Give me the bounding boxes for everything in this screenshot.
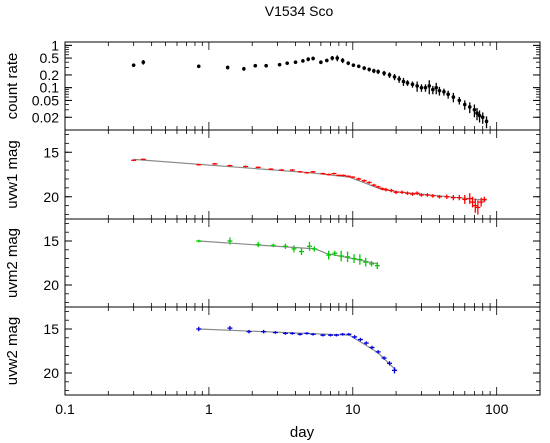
data-point <box>467 105 472 109</box>
data-point <box>141 60 146 64</box>
data-point <box>431 87 435 92</box>
data-point <box>376 69 380 74</box>
panel-3: 15 20 uvm2 mag <box>4 218 541 308</box>
data-point <box>451 95 456 99</box>
y-tick-label: 0.05 <box>32 92 59 108</box>
data-point <box>372 69 376 73</box>
data-point <box>475 111 479 115</box>
data-point <box>392 75 397 79</box>
y-tick-label: 20 <box>43 365 59 381</box>
panel-frame <box>64 41 541 131</box>
data-point <box>419 85 424 90</box>
data-point <box>401 79 406 84</box>
data-point <box>225 65 230 70</box>
data-point <box>351 63 356 67</box>
x-tick-label: 0.1 <box>55 401 75 417</box>
data-point <box>446 92 450 97</box>
data-point <box>387 73 392 77</box>
panel-frame <box>64 306 541 396</box>
data-point <box>301 59 305 63</box>
panel-frame <box>64 218 541 308</box>
fit-line <box>133 158 487 201</box>
data-point <box>423 85 428 90</box>
panel-1: 10.50.20.10.050.02 count rate <box>4 37 541 131</box>
data-point <box>457 98 462 103</box>
data-point <box>335 56 340 60</box>
data-point <box>484 119 489 124</box>
data-point <box>346 61 351 65</box>
panel-2: 15 20 uvw1 mag <box>4 129 541 220</box>
data-point <box>293 60 298 64</box>
data-point <box>311 56 315 61</box>
y-tick-label: 20 <box>43 277 59 293</box>
data-point <box>330 56 335 60</box>
y-tick-label: 0.5 <box>40 50 60 66</box>
chart-title: V1534 Sco <box>265 3 334 19</box>
data-point <box>405 81 410 85</box>
x-tick-label: 10 <box>345 401 361 417</box>
data-point <box>277 62 282 67</box>
data-point <box>356 64 361 69</box>
data-point <box>196 64 201 69</box>
data-point <box>472 108 477 112</box>
data-point <box>367 67 371 72</box>
y-tick-label: 15 <box>43 233 59 249</box>
y-axis-label: uvm2 mag <box>4 228 21 298</box>
y-tick-label: 0.2 <box>40 67 60 83</box>
data-point <box>285 61 289 65</box>
data-point <box>306 57 311 62</box>
fit-line <box>198 240 379 265</box>
data-point <box>477 113 482 118</box>
data-point <box>131 63 136 67</box>
data-point <box>480 115 485 120</box>
data-point <box>427 84 432 88</box>
x-axis-label: day <box>290 424 315 441</box>
data-point <box>415 84 419 88</box>
data-point <box>325 58 329 63</box>
data-point <box>410 82 415 87</box>
data-point <box>264 63 268 68</box>
fit-line <box>198 328 397 371</box>
y-axis-label: uvw1 mag <box>4 140 21 208</box>
data-point <box>340 58 345 63</box>
y-axis-label: uvw2 mag <box>4 317 21 385</box>
data-point <box>362 66 366 70</box>
data-point <box>253 63 258 68</box>
y-tick-label: 0.1 <box>40 80 60 96</box>
data-point <box>462 102 467 107</box>
data-point <box>437 88 442 93</box>
data-point <box>442 89 446 94</box>
y-tick-label: 20 <box>43 189 59 205</box>
y-tick-label: 1 <box>51 37 59 53</box>
x-tick-label: 1 <box>205 401 213 417</box>
panel-frame <box>64 129 541 220</box>
data-point <box>382 71 386 75</box>
y-tick-label: 15 <box>43 144 59 160</box>
y-tick-label: 15 <box>43 321 59 337</box>
y-axis-label: count rate <box>4 53 21 120</box>
data-point <box>319 60 323 64</box>
x-tick-label: 100 <box>485 401 509 417</box>
y-tick-label: 0.02 <box>32 109 59 125</box>
panel-4: 15 20 uvw2 mag <box>4 306 541 396</box>
data-point <box>434 85 439 90</box>
data-point <box>397 77 401 81</box>
data-point <box>242 66 246 71</box>
